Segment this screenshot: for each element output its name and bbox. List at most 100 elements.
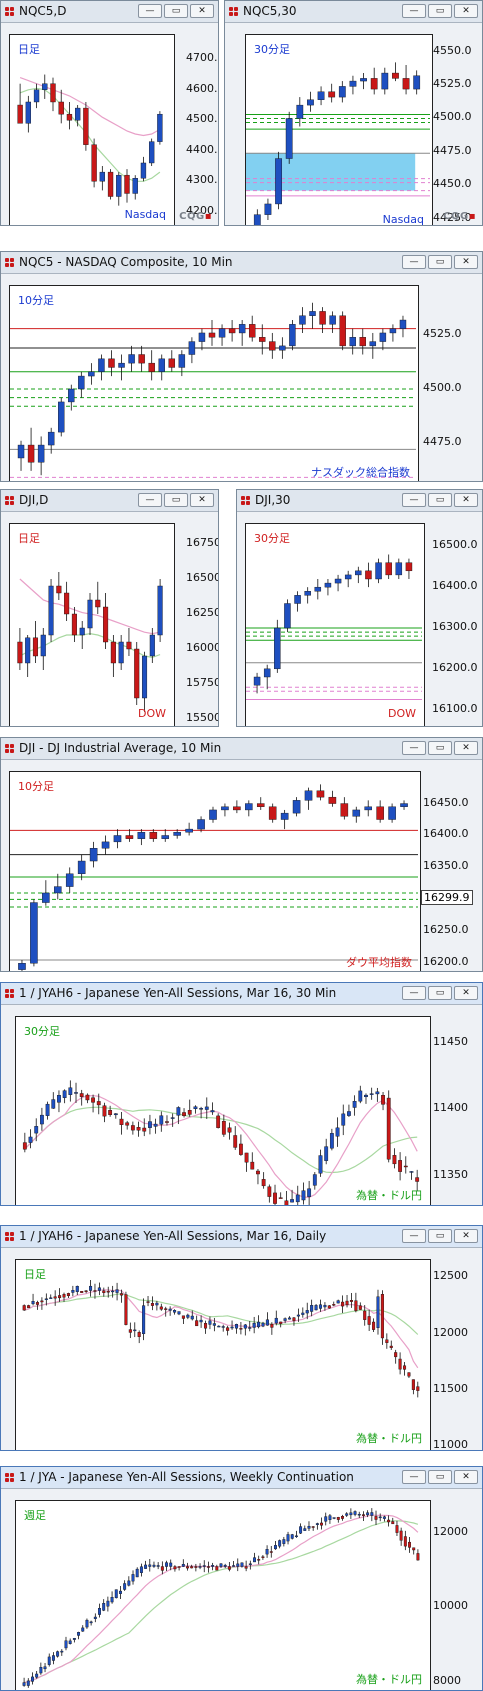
candle bbox=[304, 787, 313, 810]
candle bbox=[44, 1293, 48, 1306]
plot-area[interactable]: 10分足 ナスダック総合指数 bbox=[9, 285, 419, 481]
y-tick-label: 11500 bbox=[433, 1382, 468, 1395]
minimize-button[interactable]: — bbox=[402, 1229, 426, 1243]
candle bbox=[250, 1152, 255, 1170]
minimize-button[interactable]: — bbox=[402, 255, 426, 269]
app-icon bbox=[5, 7, 15, 16]
candle bbox=[412, 1547, 416, 1555]
y-tick-label: 4500.0 bbox=[423, 381, 462, 394]
restore-button[interactable]: ▭ bbox=[428, 986, 452, 1000]
chart-window-jpy-weekly[interactable]: 1 / JYA - Japanese Yen-All Sessions, Wee… bbox=[0, 1466, 483, 1691]
candle bbox=[148, 1558, 152, 1572]
app-icon bbox=[5, 744, 15, 753]
candle bbox=[47, 427, 55, 454]
restore-button[interactable]: ▭ bbox=[428, 1470, 452, 1484]
window-title: NQC5 - NASDAQ Composite, 10 Min bbox=[19, 255, 233, 269]
candle bbox=[57, 1090, 61, 1113]
chart-svg bbox=[22, 1508, 420, 1688]
candle bbox=[335, 1117, 340, 1147]
y-tick-label: 11450 bbox=[433, 1034, 468, 1048]
candle bbox=[118, 635, 124, 670]
restore-button[interactable]: ▭ bbox=[428, 741, 452, 755]
plot-area[interactable]: 日足 DOW bbox=[9, 523, 175, 726]
plot-area[interactable]: 10分足 ダウ平均指数 bbox=[9, 771, 421, 971]
candle bbox=[299, 1523, 303, 1535]
candle bbox=[253, 1552, 256, 1563]
candle bbox=[385, 554, 392, 579]
restore-button[interactable]: ▭ bbox=[428, 1229, 452, 1243]
candle bbox=[270, 1322, 274, 1335]
close-button[interactable]: ✕ bbox=[454, 493, 478, 507]
candle bbox=[176, 1106, 181, 1125]
chart-window-dji-daily[interactable]: DJI,D —▭✕ 日足 DOW 16750.0 16500.0 16250.0 16000.… bbox=[0, 489, 219, 727]
chart-window-nasdaq-10min[interactable]: NQC5 - NASDAQ Composite, 10 Min — ▭ ✕ 10分足 ナス… bbox=[0, 251, 483, 482]
close-button[interactable]: ✕ bbox=[190, 493, 214, 507]
candle bbox=[370, 67, 378, 95]
candle bbox=[248, 315, 256, 342]
plot-area[interactable]: 30分足 Nasdaq bbox=[245, 34, 433, 225]
ma-slow-line bbox=[24, 1106, 418, 1174]
close-button[interactable]: ✕ bbox=[454, 986, 478, 1000]
candle bbox=[319, 307, 326, 333]
chart-window-dji-30min[interactable]: DJI,30 — ▭ ✕ 30分足 DOW 16500.0 16400.0 16300.0 162… bbox=[236, 489, 483, 727]
candle bbox=[328, 83, 336, 103]
minimize-button[interactable]: — bbox=[138, 493, 162, 507]
candle bbox=[234, 1323, 239, 1334]
chart-window-nqc5-30min[interactable]: NQC5,30 — ▭ ✕ 30分足 Nasdaq 4550.0 4525.0 4500.0 44… bbox=[224, 0, 483, 226]
chart-svg bbox=[17, 572, 163, 712]
minimize-button[interactable]: — bbox=[402, 4, 426, 18]
app-icon bbox=[5, 1232, 15, 1241]
candle bbox=[111, 1285, 115, 1298]
candle bbox=[398, 1352, 402, 1375]
close-button[interactable]: ✕ bbox=[454, 1229, 478, 1243]
minimize-button[interactable]: — bbox=[402, 741, 426, 755]
plot-area[interactable]: 日足 為替・ドル円 bbox=[15, 1259, 431, 1450]
minimize-button[interactable]: — bbox=[402, 1470, 426, 1484]
candle bbox=[349, 1508, 353, 1519]
candle bbox=[398, 1152, 403, 1181]
candle bbox=[79, 1089, 84, 1106]
candle bbox=[139, 1563, 143, 1577]
candle bbox=[261, 1172, 266, 1189]
restore-button[interactable]: ▭ bbox=[428, 255, 452, 269]
candle bbox=[89, 1620, 93, 1626]
candle bbox=[355, 566, 362, 584]
close-button[interactable]: ✕ bbox=[454, 255, 478, 269]
candle bbox=[318, 1149, 323, 1177]
candle bbox=[101, 835, 110, 855]
close-button[interactable]: ✕ bbox=[454, 1470, 478, 1484]
candle bbox=[387, 1515, 391, 1527]
chart-window-dji-10min[interactable]: DJI - DJ Industrial Average, 10 Min — ▭ ✕ 10… bbox=[0, 737, 483, 972]
plot-area[interactable]: 日足 Nasdaq bbox=[9, 34, 175, 225]
minimize-button[interactable]: — bbox=[402, 986, 426, 1000]
restore-button[interactable]: ▭ bbox=[164, 4, 188, 18]
restore-button[interactable]: ▭ bbox=[428, 493, 452, 507]
restore-button[interactable]: ▭ bbox=[428, 4, 452, 18]
candle bbox=[132, 175, 138, 200]
candle bbox=[125, 829, 134, 842]
candle bbox=[165, 1115, 169, 1126]
chart-window-jpy-daily[interactable]: 1 / JYAH6 - Japanese Yen-All Sessions, M… bbox=[0, 1225, 483, 1451]
close-button[interactable]: ✕ bbox=[190, 4, 214, 18]
candle bbox=[347, 1104, 351, 1118]
cqg-logo: CQG▪ bbox=[443, 211, 476, 222]
y-tick-label: 4600.0 bbox=[186, 81, 218, 95]
plot-area[interactable]: 週足 為替・ドル円 bbox=[15, 1500, 431, 1690]
close-button[interactable]: ✕ bbox=[454, 4, 478, 18]
y-tick-label: 4500.0 bbox=[433, 110, 472, 124]
candle bbox=[65, 867, 74, 893]
minimize-button[interactable]: — bbox=[402, 493, 426, 507]
minimize-button[interactable]: — bbox=[138, 4, 162, 18]
candle bbox=[315, 1522, 319, 1530]
plot-area[interactable]: 30分足 為替・ドル円 bbox=[15, 1016, 431, 1205]
candle bbox=[58, 397, 65, 437]
candle bbox=[17, 83, 23, 124]
plot-area[interactable]: 30分足 DOW bbox=[245, 523, 425, 726]
chart-window-nqc5-daily[interactable]: NQC5,D —▭✕ 日足 Nasdaq 4700.0 4600.0 4500.0 4400.… bbox=[0, 0, 219, 226]
chart-window-jpy-30min[interactable]: 1 / JYAH6 - Japanese Yen-All Sessions, M… bbox=[0, 982, 483, 1206]
candle bbox=[33, 83, 40, 109]
close-button[interactable]: ✕ bbox=[454, 741, 478, 755]
candle bbox=[185, 822, 193, 836]
restore-button[interactable]: ▭ bbox=[164, 493, 188, 507]
candle bbox=[128, 1322, 132, 1339]
